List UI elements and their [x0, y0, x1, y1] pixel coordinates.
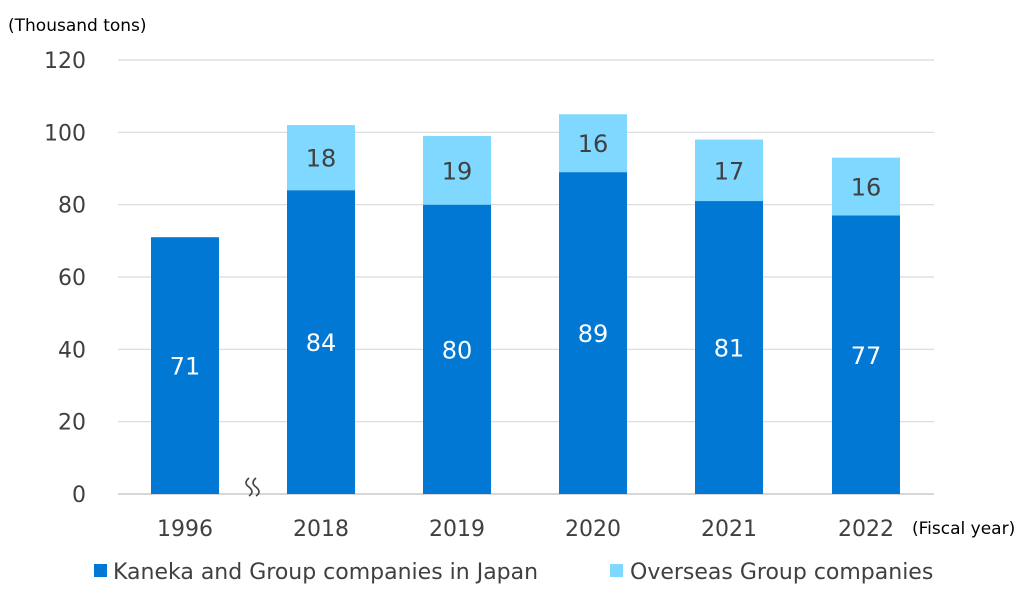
bar-japan-2021: [695, 201, 763, 495]
bar-overseas-2020: [559, 114, 627, 173]
legend-swatch-japan: [94, 564, 107, 577]
x-tick-label: 2018: [293, 517, 349, 542]
legend: Kaneka and Group companies in Japan Over…: [94, 560, 933, 585]
bar-japan-2020: [559, 172, 627, 494]
bar-overseas-2021: [695, 139, 763, 202]
bar-japan-1996: [151, 237, 219, 494]
x-tick-label: 2019: [429, 517, 485, 542]
x-tick-label: 2020: [565, 517, 621, 542]
data-label-overseas-2018: 18: [306, 145, 337, 173]
data-label-japan-2022: 77: [851, 342, 882, 370]
x-axis-label: (Fiscal year): [912, 519, 1015, 539]
bar-overseas-2022: [832, 157, 900, 216]
y-tick-label: 100: [44, 121, 86, 146]
gridlines: [118, 59, 934, 495]
bar-japan-2018: [287, 190, 355, 494]
legend-swatch-overseas: [610, 564, 623, 577]
data-label-japan-1996: 71: [170, 353, 201, 381]
x-tick-label: 2022: [838, 517, 894, 542]
legend-label-japan: Kaneka and Group companies in Japan: [113, 560, 538, 585]
data-label-overseas-2020: 16: [578, 130, 609, 158]
data-label-japan-2018: 84: [306, 329, 337, 357]
y-tick-label: 80: [58, 194, 86, 219]
axis-break-icon: [245, 477, 260, 497]
bar-japan-2019: [423, 204, 491, 494]
data-label-overseas-2022: 16: [851, 174, 882, 202]
y-tick-labels: 0 20 40 60 80 100 120: [44, 49, 86, 508]
x-tick-labels: 1996 2018 2019 2020 2021 2022: [157, 517, 894, 542]
bar-overseas-2019: [423, 135, 491, 205]
y-tick-label: 20: [58, 411, 86, 436]
bar-japan-2022: [832, 215, 900, 494]
bars: 71 84 18 80 19 89 16 81 17 77 16: [151, 114, 900, 495]
y-tick-label: 40: [58, 338, 86, 363]
y-axis-label: (Thousand tons): [8, 16, 147, 36]
data-label-japan-2020: 89: [578, 320, 609, 348]
bar-overseas-2018: [287, 125, 355, 191]
legend-label-overseas: Overseas Group companies: [630, 560, 933, 585]
y-tick-label: 60: [58, 266, 86, 291]
data-label-overseas-2019: 19: [442, 157, 473, 185]
y-tick-label: 0: [72, 483, 86, 508]
x-tick-label: 2021: [701, 517, 757, 542]
data-label-japan-2021: 81: [714, 335, 745, 363]
data-label-overseas-2021: 17: [714, 157, 745, 185]
x-tick-label: 1996: [157, 517, 213, 542]
y-tick-label: 120: [44, 49, 86, 74]
data-label-japan-2019: 80: [442, 336, 473, 364]
